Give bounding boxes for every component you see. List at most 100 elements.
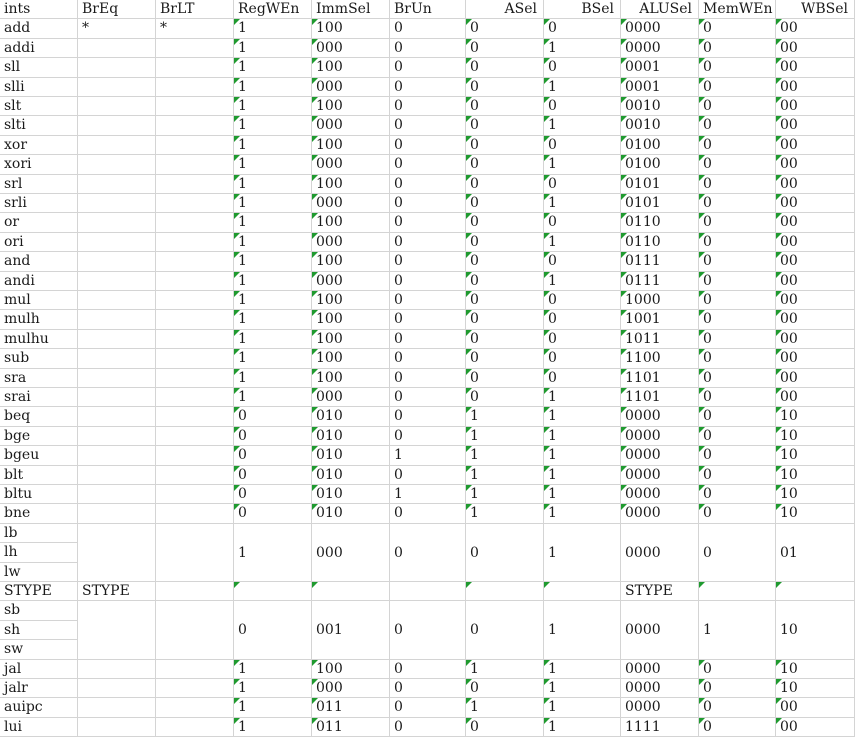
cell-bSel[interactable]: 0 [544,135,621,156]
merged-cell-wbSel[interactable]: 01 [776,523,855,582]
cell-brUn[interactable]: 0 [390,116,466,136]
instruction-name[interactable]: auipc [0,698,78,718]
cell-brUn[interactable]: 1 [390,485,466,505]
cell-memWEn[interactable]: 0 [699,194,776,214]
instruction-name[interactable]: beq [0,407,78,427]
cell-regWEn[interactable]: 1 [234,659,312,679]
cell-brLT[interactable] [156,659,234,679]
cell-regWEn[interactable]: 0 [234,465,312,485]
cell-aSel[interactable]: 1 [466,407,544,427]
cell-wbSel[interactable]: 00 [776,329,855,350]
stype-memWEn[interactable] [699,582,776,602]
cell-wbSel[interactable]: 10 [776,465,855,485]
cell-memWEn[interactable]: 0 [699,38,776,59]
merged-cell-memWEn[interactable]: 0 [699,523,776,582]
cell-brLT[interactable] [156,698,234,718]
cell-brEq[interactable] [78,446,156,466]
cell-immSel[interactable]: 100 [312,58,390,78]
cell-brLT[interactable] [156,465,234,485]
cell-brLT[interactable] [156,523,234,582]
cell-wbSel[interactable]: 10 [776,407,855,427]
cell-brUn[interactable]: 0 [390,194,466,214]
cell-brLT[interactable] [156,349,234,369]
cell-brUn[interactable]: 0 [390,97,466,117]
cell-bSel[interactable]: 1 [544,659,621,679]
cell-wbSel[interactable]: 00 [776,116,855,136]
cell-immSel[interactable]: 000 [312,38,390,59]
merged-cell-brUn[interactable]: 0 [390,601,466,660]
cell-brLT[interactable] [156,155,234,175]
cell-aluSel[interactable]: 0101 [621,174,699,194]
cell-brUn[interactable]: 0 [390,329,466,350]
cell-wbSel[interactable]: 00 [776,349,855,369]
cell-immSel[interactable]: 100 [312,310,390,330]
cell-aSel[interactable]: 0 [466,291,544,311]
cell-memWEn[interactable]: 0 [699,19,776,39]
cell-brLT[interactable] [156,174,234,194]
stype-ints[interactable]: STYPE [0,582,78,602]
cell-memWEn[interactable]: 0 [699,388,776,408]
instruction-name[interactable]: lw [0,562,78,582]
cell-aSel[interactable]: 0 [466,77,544,97]
cell-aSel[interactable]: 0 [466,38,544,59]
cell-brLT[interactable] [156,232,234,253]
cell-regWEn[interactable]: 1 [234,116,312,136]
cell-wbSel[interactable]: 10 [776,679,855,699]
merged-cell-memWEn[interactable]: 1 [699,601,776,660]
cell-regWEn[interactable]: 1 [234,155,312,175]
cell-aluSel[interactable]: 0001 [621,58,699,78]
cell-memWEn[interactable]: 0 [699,291,776,311]
cell-bSel[interactable]: 1 [544,271,621,291]
cell-brLT[interactable] [156,388,234,408]
cell-brEq[interactable] [78,485,156,505]
cell-immSel[interactable]: 000 [312,116,390,136]
instruction-name[interactable]: mul [0,291,78,311]
cell-brLT[interactable] [156,329,234,350]
cell-brEq[interactable] [78,388,156,408]
cell-wbSel[interactable]: 10 [776,446,855,466]
cell-regWEn[interactable]: 1 [234,19,312,39]
cell-memWEn[interactable]: 0 [699,446,776,466]
cell-aSel[interactable]: 0 [466,155,544,175]
cell-immSel[interactable]: 010 [312,485,390,505]
cell-brEq[interactable] [78,135,156,156]
cell-memWEn[interactable]: 0 [699,116,776,136]
cell-immSel[interactable]: 100 [312,368,390,388]
cell-brLT[interactable] [156,271,234,291]
cell-bSel[interactable]: 0 [544,291,621,311]
cell-bSel[interactable]: 0 [544,349,621,369]
cell-memWEn[interactable]: 0 [699,155,776,175]
cell-brUn[interactable]: 0 [390,426,466,447]
cell-aluSel[interactable]: 0010 [621,97,699,117]
column-header-wbSel[interactable]: WBSel [776,0,855,20]
cell-wbSel[interactable]: 00 [776,135,855,156]
instruction-name[interactable]: srai [0,388,78,408]
cell-memWEn[interactable]: 0 [699,485,776,505]
cell-wbSel[interactable]: 10 [776,659,855,679]
cell-brEq[interactable] [78,38,156,59]
cell-immSel[interactable]: 000 [312,194,390,214]
cell-bSel[interactable]: 0 [544,310,621,330]
cell-aluSel[interactable]: 0000 [621,485,699,505]
cell-brLT[interactable] [156,407,234,427]
cell-memWEn[interactable]: 0 [699,174,776,194]
cell-aluSel[interactable]: 0000 [621,446,699,466]
cell-brEq[interactable] [78,465,156,485]
cell-regWEn[interactable]: 1 [234,213,312,233]
cell-aSel[interactable]: 1 [466,465,544,485]
merged-cell-regWEn[interactable]: 0 [234,601,312,660]
cell-aluSel[interactable]: 0001 [621,77,699,97]
cell-regWEn[interactable]: 1 [234,291,312,311]
instruction-name[interactable]: and [0,252,78,272]
cell-regWEn[interactable]: 1 [234,698,312,718]
cell-brEq[interactable] [78,155,156,175]
cell-memWEn[interactable]: 0 [699,659,776,679]
instruction-name[interactable]: lui [0,717,78,738]
cell-aSel[interactable]: 0 [466,97,544,117]
cell-aluSel[interactable]: 0000 [621,426,699,447]
column-header-bSel[interactable]: BSel [544,0,621,20]
cell-memWEn[interactable]: 0 [699,426,776,447]
cell-memWEn[interactable]: 0 [699,679,776,699]
cell-aluSel[interactable]: 0000 [621,19,699,39]
cell-brLT[interactable]: * [156,19,234,39]
